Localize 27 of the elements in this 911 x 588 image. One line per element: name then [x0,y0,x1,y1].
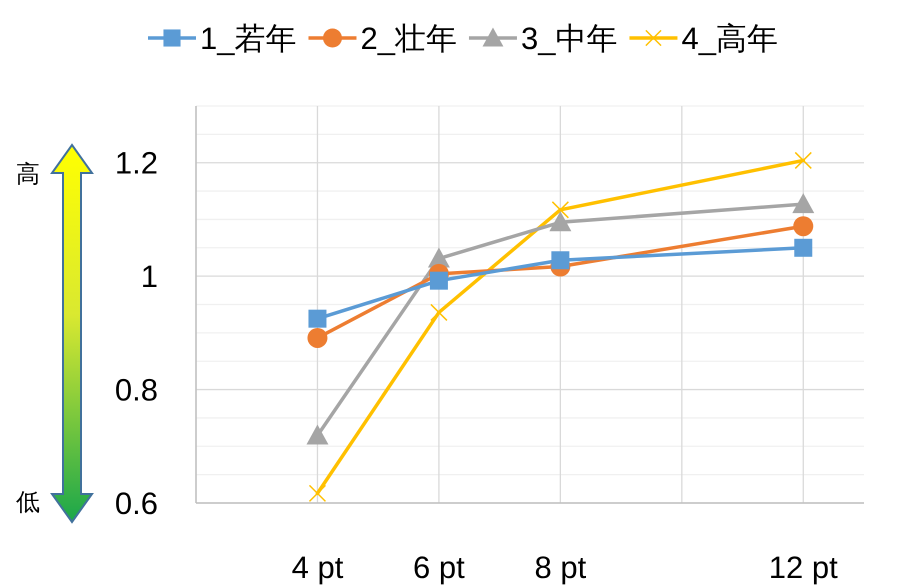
point [552,201,570,219]
text: 高 [16,161,40,188]
y-tick-label: 1.2 [114,146,158,181]
point [430,272,448,290]
y-tick-label: 0.8 [114,372,158,408]
point [306,424,328,445]
legend-label: 1_若年 [200,21,296,56]
point [551,251,570,270]
x-tick-label: 8 pt [534,550,587,585]
text: 低 [16,489,40,516]
point [794,238,812,257]
legend-label: 3_中年 [520,21,618,56]
y-tick-label: 0.6 [114,486,158,521]
point [794,152,812,170]
x-tick-label: 12 pt [768,550,838,585]
legend-label: 4_高年 [681,21,778,56]
point [308,484,326,502]
x-tick-label: 4 pt [292,550,344,585]
point [792,193,814,214]
point [307,328,328,348]
x-tick-label: 6 pt [413,550,466,585]
point [430,304,448,322]
legend-label: 2_壮年 [360,21,457,56]
point [308,310,326,328]
y-tick-label: 1 [140,259,158,294]
point [549,211,572,232]
point [793,216,814,236]
